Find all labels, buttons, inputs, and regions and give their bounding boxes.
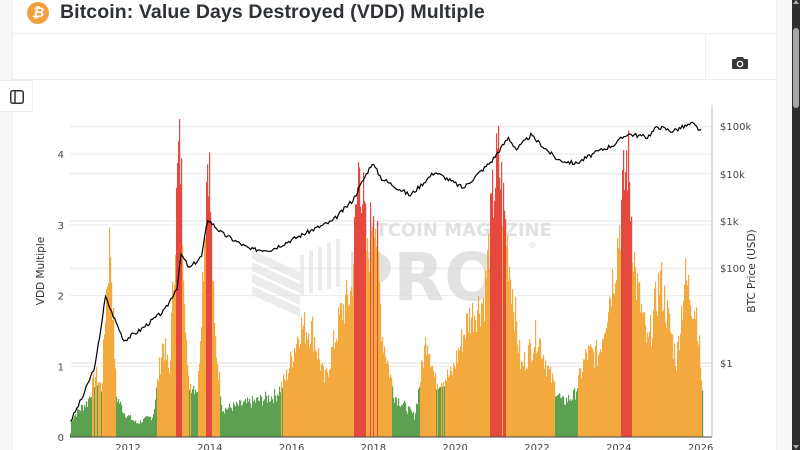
y2-tick-label: $1 (720, 359, 733, 370)
y2-tick-label: $1k (720, 217, 739, 228)
divider (12, 79, 777, 80)
y-tick-label: 3 (58, 221, 64, 232)
x-tick-label: 2018 (361, 443, 386, 450)
y-tick-label: 0 (58, 433, 64, 444)
page-scrollbar[interactable] (792, 0, 800, 450)
sidebar-panel-icon (10, 90, 24, 104)
x-tick-label: 2022 (524, 443, 549, 450)
scroll-up-arrow-icon[interactable] (793, 0, 799, 4)
x-tick-label: 2020 (442, 443, 467, 450)
svg-text:®: ® (528, 241, 537, 251)
y-tick-label: 1 (58, 362, 64, 373)
camera-icon (732, 57, 748, 69)
vdd-bars (70, 118, 704, 438)
download-image-button[interactable] (731, 54, 749, 72)
divider (705, 34, 706, 80)
title-row: ₿ Bitcoin: Value Days Destroyed (VDD) Mu… (0, 0, 790, 33)
x-tick-label: 2014 (197, 443, 222, 450)
y2-axis-title: BTC Price (USD) (746, 229, 758, 312)
y2-tick-label: $100 (720, 264, 745, 275)
x-tick-label: 2012 (115, 443, 140, 450)
scrollbar-thumb[interactable] (793, 28, 799, 108)
y-tick-label: 4 (58, 150, 64, 161)
page-title: Bitcoin: Value Days Destroyed (VDD) Mult… (60, 1, 485, 23)
sidebar-toggle-button[interactable] (0, 80, 33, 112)
y-tick-label: 2 (58, 292, 64, 303)
bitcoin-icon: ₿ (27, 2, 49, 24)
svg-text:BITCOIN MAGAZINE: BITCOIN MAGAZINE (355, 220, 552, 241)
x-tick-label: 2026 (688, 443, 713, 450)
divider (12, 33, 777, 34)
scroll-down-arrow-icon[interactable] (793, 445, 799, 449)
y2-tick-label: $100k (720, 122, 751, 133)
x-tick-label: 2016 (279, 443, 304, 450)
y2-tick-label: $10k (720, 170, 745, 181)
btc-price-line (70, 121, 702, 422)
x-tick-label: 2024 (606, 443, 631, 450)
y-axis-title: VDD Multiple (35, 237, 47, 305)
